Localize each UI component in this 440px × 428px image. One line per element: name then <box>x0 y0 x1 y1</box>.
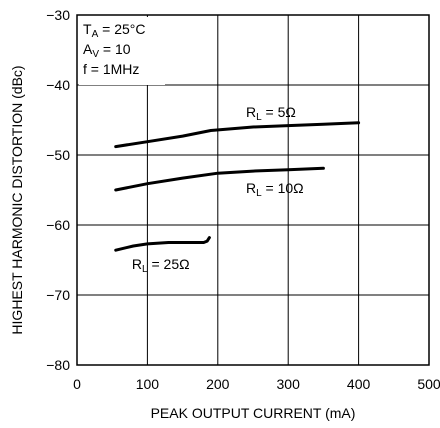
plot-frame <box>76 14 430 366</box>
condition-line-1: AV = 10 <box>83 41 131 60</box>
test-conditions: TA = 25°CAV = 10f = 1MHz <box>79 17 165 85</box>
y-tick-label: −50 <box>46 147 70 163</box>
x-tick-label: 500 <box>417 376 440 392</box>
y-tick-label: −70 <box>46 287 70 303</box>
conditions-background <box>79 17 165 85</box>
chart-grid <box>76 14 430 366</box>
x-tick-label: 100 <box>136 376 160 392</box>
y-tick-label: −40 <box>46 77 70 93</box>
x-tick-label: 0 <box>73 376 81 392</box>
chart-ticks: 0 100 200 300 400 500 −30 −40 −50 −60 −70 −80 <box>46 7 440 392</box>
x-tick-label: 300 <box>277 376 301 392</box>
condition-line-2: f = 1MHz <box>83 61 139 77</box>
x-tick-label: 200 <box>206 376 230 392</box>
x-tick-label: 400 <box>347 376 371 392</box>
y-tick-label: −80 <box>46 357 70 373</box>
y-tick-label: −60 <box>46 217 70 233</box>
series-line-0 <box>114 121 361 149</box>
series-line-2 <box>114 236 211 252</box>
chart-series: RL = 5Ω RL = 10Ω RL = 25Ω <box>114 104 361 275</box>
series-label-1: RL = 10Ω <box>246 180 304 199</box>
y-axis-title: HIGHEST HARMONIC DISTORTION (dBc) <box>9 65 25 334</box>
condition-line-0: TA = 25°C <box>83 21 145 40</box>
x-axis-title: PEAK OUTPUT CURRENT (mA) <box>151 405 356 421</box>
series-label-0: RL = 5Ω <box>246 104 296 123</box>
y-tick-label: −30 <box>46 7 70 23</box>
series-label-2: RL = 25Ω <box>132 256 190 275</box>
series-line-1 <box>114 166 325 192</box>
